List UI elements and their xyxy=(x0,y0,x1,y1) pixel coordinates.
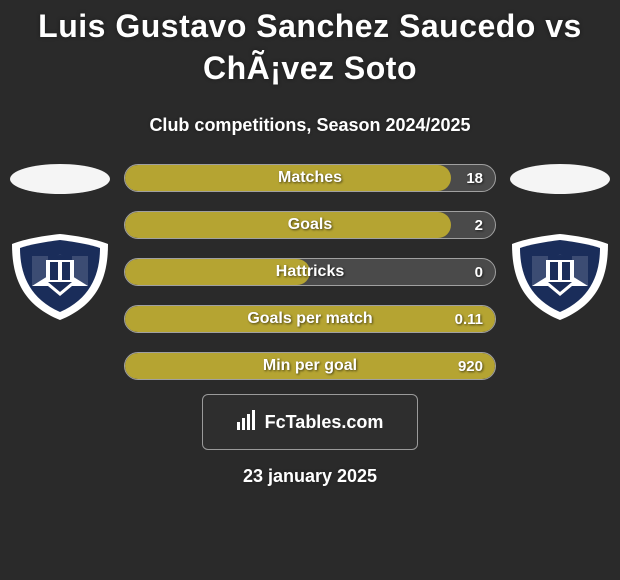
stat-value: 0.11 xyxy=(455,311,483,328)
stat-label: Matches xyxy=(278,169,342,187)
date-text: 23 january 2025 xyxy=(0,466,620,487)
chart-icon xyxy=(237,410,259,435)
stats-column: Matches 18 Goals 2 Hattricks 0 Goals per match… xyxy=(124,164,496,380)
stat-bar: Goals 2 xyxy=(124,211,496,239)
stat-bar: Goals per match 0.11 xyxy=(124,305,496,333)
page-title: Luis Gustavo Sanchez Saucedo vs ChÃ¡vez … xyxy=(0,6,620,97)
stat-label: Goals xyxy=(288,216,332,234)
stat-value: 2 xyxy=(475,217,483,234)
comparison-card: Luis Gustavo Sanchez Saucedo vs ChÃ¡vez … xyxy=(0,0,620,487)
brand-text: FcTables.com xyxy=(265,412,384,433)
brand-box[interactable]: FcTables.com xyxy=(202,394,418,450)
stat-value: 920 xyxy=(458,358,483,375)
stat-value: 18 xyxy=(466,170,483,187)
stat-bar: Hattricks 0 xyxy=(124,258,496,286)
main-row: Matches 18 Goals 2 Hattricks 0 Goals per match… xyxy=(0,164,620,380)
player-ellipse-right xyxy=(510,164,610,194)
player-ellipse-left xyxy=(10,164,110,194)
stat-value: 0 xyxy=(475,264,483,281)
stat-bar: Min per goal 920 xyxy=(124,352,496,380)
stat-label: Min per goal xyxy=(263,357,357,375)
club-badge-left xyxy=(10,234,110,320)
right-side-column xyxy=(510,164,610,320)
left-side-column xyxy=(10,164,110,320)
stat-label: Hattricks xyxy=(276,263,344,281)
subtitle: Club competitions, Season 2024/2025 xyxy=(0,115,620,136)
club-badge-right xyxy=(510,234,610,320)
stat-label: Goals per match xyxy=(247,310,372,328)
stat-bar: Matches 18 xyxy=(124,164,496,192)
